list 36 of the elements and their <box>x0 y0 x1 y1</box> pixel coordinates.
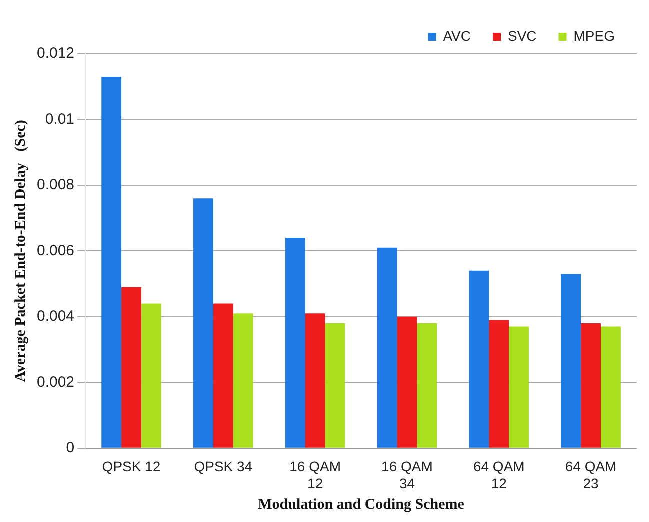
y-tick-label: 0.012 <box>36 45 75 62</box>
legend-label: MPEG <box>574 28 616 44</box>
y-tick-label: 0.004 <box>36 308 75 326</box>
bar <box>305 314 326 448</box>
x-tick-label: 16 QAM 12 <box>290 458 341 492</box>
bar <box>601 326 621 448</box>
bar <box>141 304 162 448</box>
y-tick-label: 0.006 <box>36 242 75 260</box>
x-tick-label: QPSK 12 <box>102 458 161 475</box>
bar <box>285 238 306 448</box>
bar <box>489 320 510 448</box>
x-tick-label: 64 QAM 23 <box>565 458 617 492</box>
bar <box>377 248 398 448</box>
bar <box>194 198 214 448</box>
legend-label: AVC <box>443 28 471 44</box>
x-tick-label: 64 QAM 12 <box>473 458 525 492</box>
x-tick-label: QPSK 34 <box>194 458 253 475</box>
y-tick-label: 0.002 <box>36 374 75 391</box>
bar <box>397 316 418 448</box>
bar <box>325 324 346 448</box>
x-axis-title: Modulation and Coding Scheme <box>258 496 465 513</box>
bar <box>213 304 234 448</box>
y-axis-title: Average Packet End-to-End Delay (Sec) <box>12 120 29 382</box>
bar <box>469 270 490 448</box>
legend-label: SVC <box>508 28 537 44</box>
y-tick-label: 0.008 <box>36 176 75 194</box>
bar <box>122 287 142 448</box>
bar <box>509 326 530 448</box>
y-tick-label: 0 <box>66 440 75 457</box>
bar <box>102 77 122 448</box>
bar <box>233 314 254 448</box>
y-tick-label: 0.01 <box>45 110 75 128</box>
bar <box>581 324 601 448</box>
bar <box>417 324 438 448</box>
x-tick-label: 16 QAM 34 <box>382 458 433 492</box>
bar <box>561 274 582 448</box>
